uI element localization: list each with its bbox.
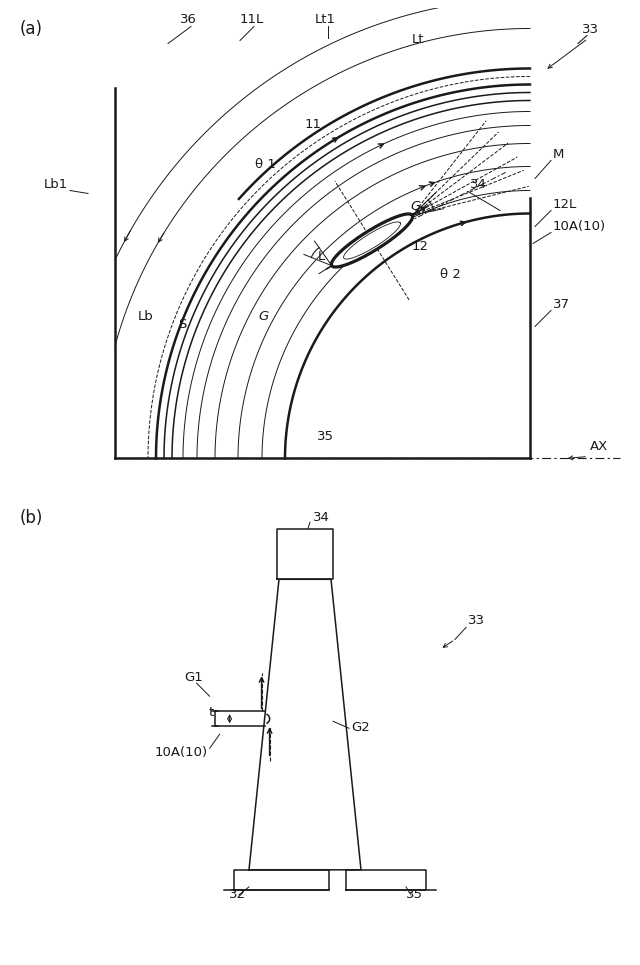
Polygon shape [234, 869, 329, 890]
Text: G: G [410, 201, 420, 213]
Text: θ 2: θ 2 [440, 268, 461, 282]
Text: 33: 33 [468, 615, 485, 627]
Polygon shape [249, 579, 361, 869]
Text: 10A(10): 10A(10) [155, 746, 208, 759]
Text: 34: 34 [313, 511, 330, 524]
Text: 12: 12 [412, 240, 429, 254]
Text: 11: 11 [305, 119, 322, 131]
Polygon shape [332, 214, 413, 267]
Text: AX: AX [590, 440, 608, 454]
Text: θ 1: θ 1 [255, 158, 276, 172]
Text: 12L: 12L [553, 199, 577, 211]
Text: G1: G1 [184, 672, 204, 684]
Text: Lt1: Lt1 [314, 14, 335, 26]
Text: t: t [209, 705, 214, 719]
Text: G: G [258, 311, 268, 323]
Polygon shape [277, 529, 333, 579]
Text: Lt: Lt [412, 34, 424, 46]
Polygon shape [346, 869, 426, 890]
Text: 35: 35 [406, 888, 423, 901]
Text: (a): (a) [20, 20, 43, 39]
Text: M: M [553, 149, 564, 161]
Text: 34: 34 [470, 179, 487, 191]
Text: 37: 37 [553, 298, 570, 312]
Text: L: L [318, 251, 325, 263]
Text: 11L: 11L [240, 14, 264, 26]
Text: S: S [178, 318, 186, 332]
Text: 36: 36 [180, 14, 196, 26]
Text: 35: 35 [317, 430, 333, 444]
Text: G2: G2 [351, 721, 370, 734]
Text: (b): (b) [20, 510, 44, 527]
Text: 10A(10): 10A(10) [553, 220, 606, 234]
Text: Lb1: Lb1 [44, 179, 68, 191]
Text: 33: 33 [582, 23, 599, 37]
Text: 32: 32 [229, 888, 246, 901]
Text: Lb: Lb [138, 311, 154, 323]
